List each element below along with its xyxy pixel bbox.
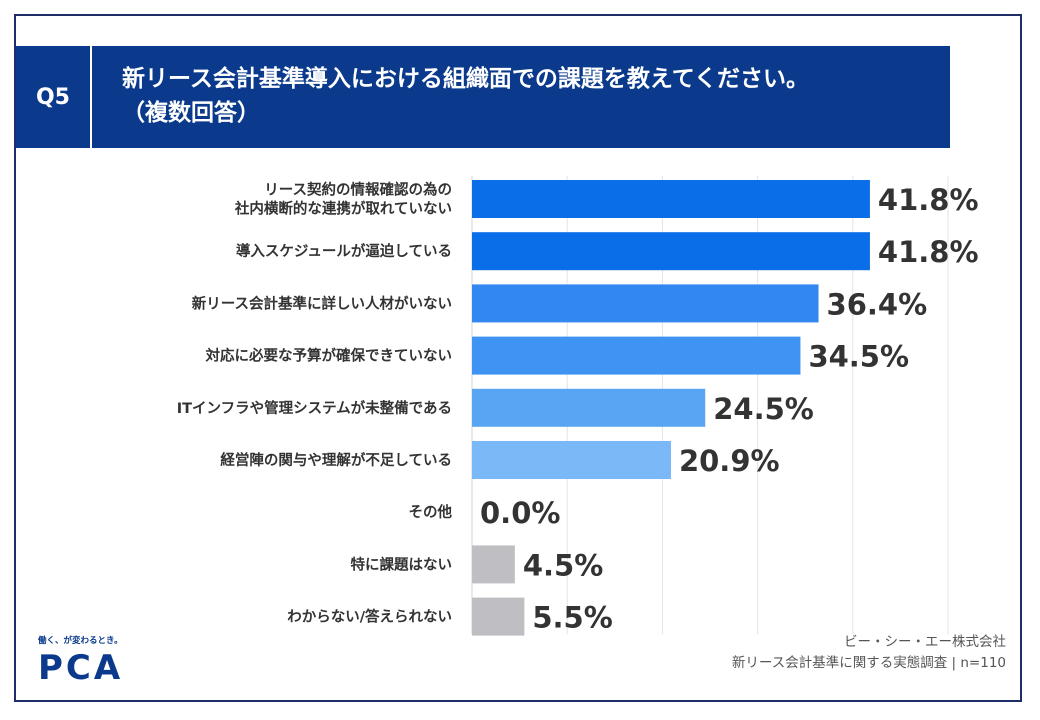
category-label: ITインフラや管理システムが未整備である [177,399,452,417]
bar [472,388,706,427]
value-label: 41.8% [878,235,979,269]
chart-frame: Q5 新リース会計基準導入における組織面での課題を教えてください。 （複数回答） [14,14,1022,702]
question-badge: Q5 [16,46,90,148]
bar [472,336,801,375]
category-label: リース契約の情報確認の為の社内横断的な連携が取れていない [234,181,452,218]
value-label: 41.8% [878,183,979,217]
bar [472,232,870,271]
question-title-bar: 新リース会計基準導入における組織面での課題を教えてください。 （複数回答） [92,46,950,148]
category-label: その他 [409,503,453,521]
question-title-line2: （複数回答） [122,100,260,126]
bar [472,284,819,323]
logo-wordmark: PCA [38,648,124,688]
pca-logo: 働く、が変わるとき。 PCA [38,634,138,694]
value-label: 0.0% [480,496,560,530]
question-title-line1: 新リース会計基準導入における組織面での課題を教えてください。 [122,66,810,92]
category-label: 経営陣の関与や理解が不足している [220,451,452,469]
source-company: ビー・シー・エー株式会社 [844,634,1006,650]
bar [472,597,525,636]
value-label: 36.4% [827,287,928,321]
bar [472,180,870,218]
value-label: 34.5% [808,340,909,374]
value-label: 24.5% [713,392,814,426]
bar [472,441,671,479]
category-label: 新リース会計基準に詳しい人材がいない [192,294,452,312]
source-survey: 新リース会計基準に関する実態調査 | n=110 [731,655,1006,671]
bar [472,545,515,584]
value-label: 5.5% [532,601,612,635]
category-label: 対応に必要な予算が確保できていない [205,347,453,365]
value-label: 4.5% [523,548,603,582]
category-label: わからない/答えられない [287,608,452,626]
value-label: 20.9% [679,444,780,478]
category-label: 特に課題はない [351,555,453,573]
category-label: 導入スケジュールが逼迫している [236,242,452,260]
logo-tagline: 働く、が変わるとき。 [38,636,123,646]
source-note: ビー・シー・エー株式会社 新リース会計基準に関する実態調査 | n=110 [732,632,1006,674]
